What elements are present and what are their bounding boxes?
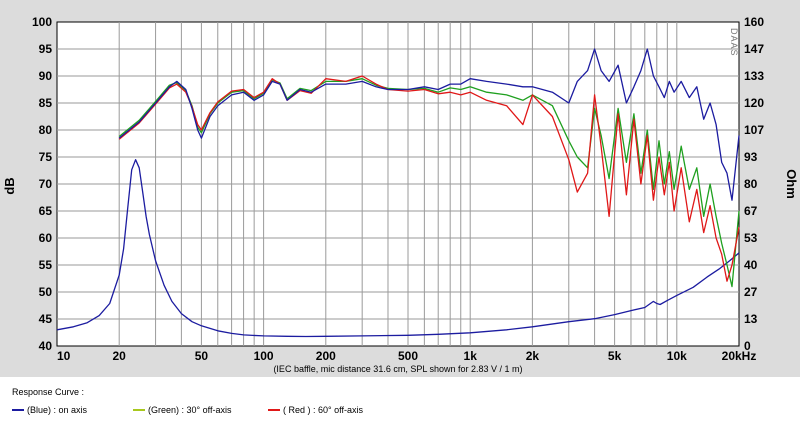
- y-left-tick-label: 80: [39, 123, 53, 137]
- y-left-tick-label: 95: [39, 42, 53, 56]
- x-tick-label: 1k: [464, 349, 478, 363]
- y-left-tick-label: 100: [32, 15, 52, 29]
- y-left-tick-label: 40: [39, 339, 53, 353]
- x-tick-label: 2k: [526, 349, 540, 363]
- x-tick-label: 10k: [667, 349, 687, 363]
- measurement-note: (IEC baffle, mic distance 31.6 cm, SPL s…: [273, 364, 522, 374]
- y-right-tick-label: 107: [744, 123, 764, 137]
- y-left-tick-label: 45: [39, 312, 53, 326]
- legend-swatch-red: [268, 409, 280, 411]
- spl-curve-green: [118, 78, 740, 288]
- frequency-response-chart: 10 20 50 100 200 500 1k 2k 5k 10k 20kHz 1009590858…: [2, 15, 799, 374]
- y-left-tick-label: 60: [39, 231, 53, 245]
- legend-item-red: ( Red ) : 60° off-axis: [268, 405, 363, 415]
- y-right-tick-labels: 160 147 133 120 107 93 80 67 53 40 27 13 0: [744, 15, 764, 353]
- legend-item-green: (Green) : 30° off-axis: [133, 405, 231, 415]
- curves: [56, 48, 740, 338]
- x-tick-label: 20kHz: [722, 349, 757, 363]
- x-tick-label: 200: [316, 349, 336, 363]
- x-tick-label: 10: [57, 349, 71, 363]
- y-right-tick-label: 160: [744, 15, 764, 29]
- y-right-tick-label: 27: [744, 285, 758, 299]
- y-right-tick-label: 0: [744, 339, 751, 353]
- legend-label-red: ( Red ) : 60° off-axis: [283, 405, 363, 415]
- x-tick-label: 50: [195, 349, 209, 363]
- y-left-tick-label: 90: [39, 69, 53, 83]
- y-right-tick-label: 133: [744, 69, 764, 83]
- legend-swatch-blue: [12, 409, 24, 411]
- y-left-tick-label: 50: [39, 285, 53, 299]
- y-right-tick-label: 13: [744, 312, 758, 326]
- x-tick-label: 20: [113, 349, 127, 363]
- legend-label-green: (Green) : 30° off-axis: [148, 405, 232, 415]
- y-left-tick-labels: 100 95 90 85 80 75 70 65 60 55 50 45 40: [32, 15, 52, 353]
- y-right-tick-label: 120: [744, 96, 764, 110]
- spl-curve-blue: [118, 48, 740, 201]
- x-tick-label: 100: [254, 349, 274, 363]
- y-right-tick-label: 147: [744, 42, 764, 56]
- spl-curve-red: [118, 75, 740, 282]
- legend-swatch-green: [133, 409, 145, 411]
- x-tick-label: 500: [398, 349, 418, 363]
- y-right-tick-label: 80: [744, 177, 758, 191]
- x-tick-labels: 10 20 50 100 200 500 1k 2k 5k 10k 20kHz: [57, 349, 756, 363]
- y-right-axis-title: Ohm: [784, 169, 799, 199]
- y-left-tick-label: 85: [39, 96, 53, 110]
- y-left-tick-label: 55: [39, 258, 53, 272]
- y-right-tick-label: 93: [744, 150, 758, 164]
- y-right-tick-label: 53: [744, 231, 758, 245]
- y-left-tick-label: 70: [39, 177, 53, 191]
- legend-title: Response Curve :: [12, 387, 85, 397]
- y-right-tick-label: 40: [744, 258, 758, 272]
- legend-label-blue: (Blue) : on axis: [27, 405, 88, 415]
- chart-frame: 10 20 50 100 200 500 1k 2k 5k 10k 20kHz 100 95 90 85 8…: [0, 0, 800, 377]
- impedance-curve: [56, 159, 740, 338]
- daas-watermark: DAAS: [729, 28, 739, 57]
- y-left-axis-title: dB: [2, 177, 17, 194]
- grid: [57, 22, 739, 346]
- x-tick-label: 5k: [608, 349, 622, 363]
- y-left-tick-label: 65: [39, 204, 53, 218]
- y-left-tick-label: 75: [39, 150, 53, 164]
- y-right-tick-label: 67: [744, 204, 758, 218]
- legend-item-blue: (Blue) : on axis: [12, 405, 87, 415]
